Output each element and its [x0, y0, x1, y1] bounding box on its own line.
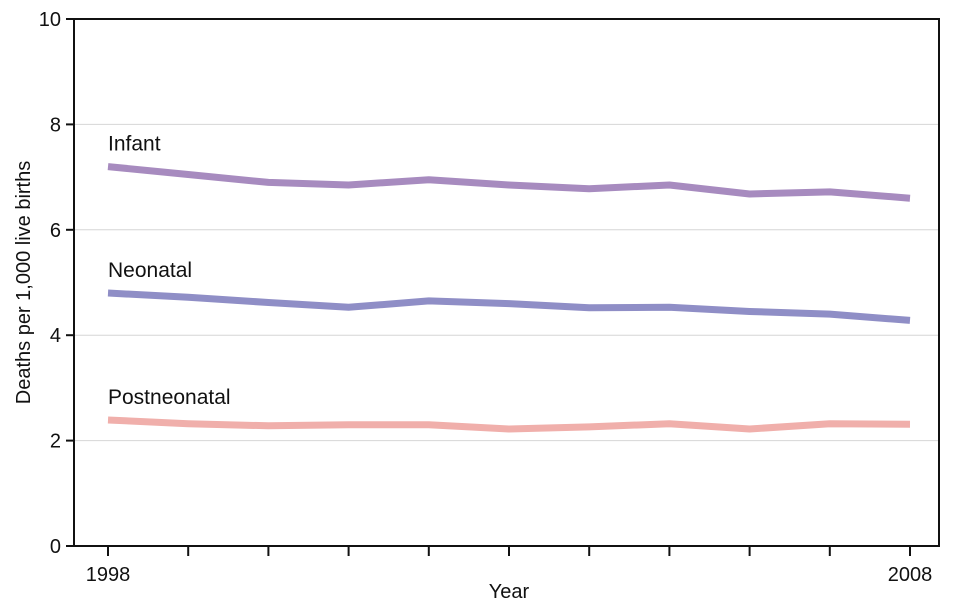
series-line-postneonatal [107, 416, 911, 433]
series-line-neonatal [107, 289, 911, 324]
y-tick-label: 4 [50, 325, 61, 347]
y-tick-label: 8 [50, 114, 61, 136]
x-axis-title: Year [489, 581, 530, 603]
y-tick-label: 2 [50, 431, 61, 453]
x-axis-ticks: 1998 2008 [86, 546, 933, 586]
y-axis-title: Deaths per 1,000 live births [13, 161, 35, 404]
series-label-postneonatal: Postneonatal [108, 386, 231, 409]
plot-frame [73, 18, 940, 547]
y-tick-label: 0 [50, 536, 61, 558]
series-line-infant [107, 163, 911, 202]
x-tick-label: 1998 [86, 564, 131, 586]
x-tick-label: 2008 [888, 564, 933, 586]
series-label-infant: Infant [108, 133, 161, 156]
y-axis-ticks: 0 2 4 6 8 10 [39, 9, 74, 558]
grid-lines [74, 123, 939, 442]
y-tick-label: 10 [39, 9, 61, 31]
series-label-neonatal: Neonatal [108, 259, 192, 282]
y-tick-label: 6 [50, 220, 61, 242]
series-labels: Infant Neonatal Postneonatal [108, 133, 231, 409]
series-lines [107, 163, 911, 433]
